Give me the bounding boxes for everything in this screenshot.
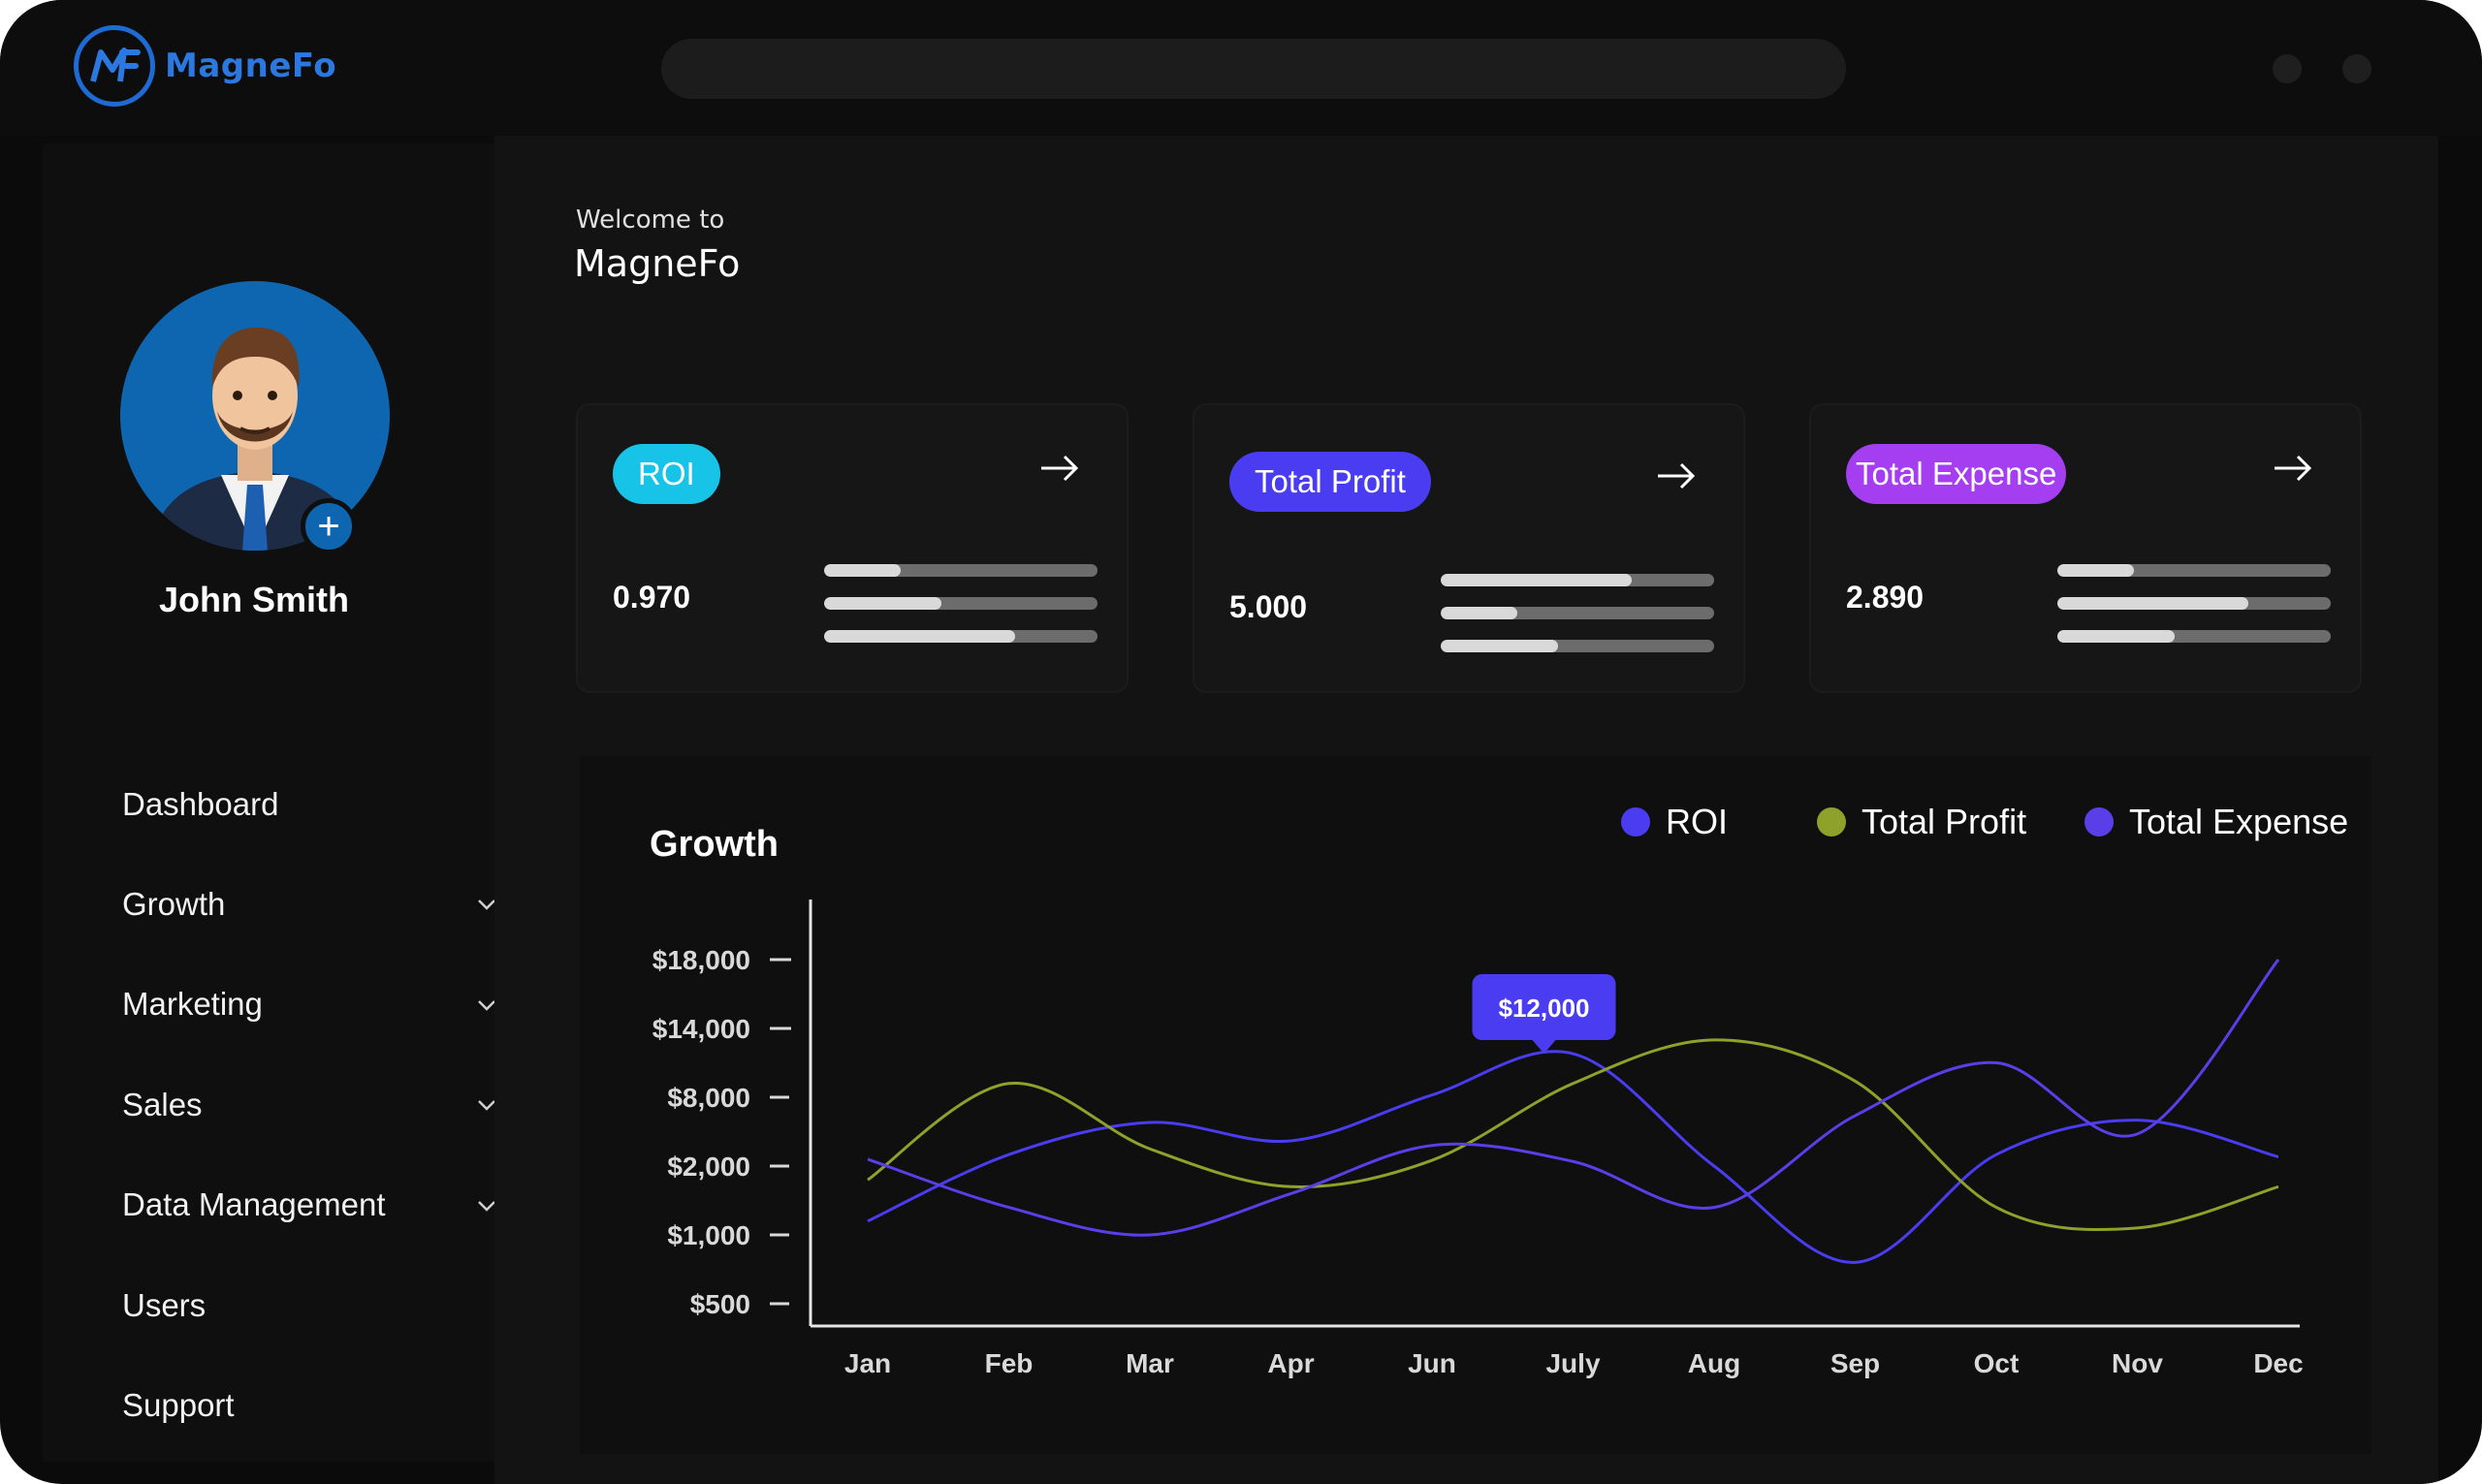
- sidebar-item-marketing[interactable]: Marketing: [43, 955, 527, 1055]
- stat-card-badge: Total Expense: [1846, 444, 2067, 504]
- legend-label: ROI: [1666, 802, 1729, 841]
- sidebar-item-label: Sales: [122, 1086, 203, 1122]
- sidebar-item-dashboard[interactable]: Dashboard: [43, 754, 527, 854]
- welcome-title: MagneFo: [574, 242, 741, 285]
- progress-bar: [2057, 630, 2331, 643]
- chevron-down-icon: [478, 900, 495, 911]
- sidebar-item-support[interactable]: Support: [43, 1355, 527, 1455]
- search-bar[interactable]: [661, 39, 1846, 99]
- window-control-dot[interactable]: [2342, 54, 2371, 83]
- legend-item-roi[interactable]: ROI: [1621, 802, 1728, 842]
- stat-card-roi[interactable]: ROI 0.970: [578, 405, 1127, 691]
- sidebar-item-label: Dashboard: [122, 785, 279, 822]
- sidebar-item-growth[interactable]: Growth: [43, 854, 527, 954]
- progress-bar: [824, 564, 1098, 577]
- sidebar-item-users[interactable]: Users: [43, 1255, 527, 1355]
- growth-chart-panel: [580, 756, 2371, 1454]
- stat-card-total-expense[interactable]: Total Expense 2.890: [1811, 405, 2360, 691]
- logo-text: MagneFo: [165, 47, 337, 85]
- stat-card-bars: [1441, 574, 1714, 673]
- arrow-right-icon[interactable]: [1039, 454, 1080, 483]
- sidebar-item-label: Data Management: [122, 1186, 386, 1223]
- top-bar: MagneFo: [0, 0, 2482, 136]
- progress-bar: [824, 630, 1098, 643]
- stat-card-value: 0.970: [613, 580, 691, 615]
- chart-title: Growth: [650, 824, 779, 865]
- progress-bar: [2057, 597, 2331, 610]
- legend-label: Total Expense: [2129, 802, 2349, 841]
- stat-card-bars: [2057, 564, 2331, 663]
- legend-dot: [1621, 807, 1650, 837]
- sidebar: + John Smith Dashboard Growth Marketing …: [43, 143, 527, 1462]
- legend-dot: [2084, 807, 2114, 837]
- stat-card-total-profit[interactable]: Total Profit 5.000: [1194, 405, 1743, 691]
- sidebar-item-data-management[interactable]: Data Management: [43, 1155, 527, 1255]
- user-name: John Smith: [159, 580, 349, 619]
- welcome-subtitle: Welcome to: [576, 205, 725, 235]
- add-photo-button[interactable]: +: [301, 498, 357, 554]
- stat-card-badge: Total Profit: [1229, 452, 1431, 512]
- sidebar-item-label: Users: [122, 1286, 207, 1323]
- legend-dot: [1817, 807, 1846, 837]
- arrow-right-icon[interactable]: [2273, 454, 2313, 483]
- chevron-down-icon: [478, 1100, 495, 1111]
- progress-bar: [824, 597, 1098, 610]
- sidebar-item-label: Growth: [122, 886, 226, 923]
- sidebar-item-sales[interactable]: Sales: [43, 1055, 527, 1154]
- stat-card-bars: [824, 564, 1098, 663]
- arrow-right-icon[interactable]: [1656, 461, 1697, 490]
- stat-card-value: 5.000: [1229, 589, 1308, 624]
- progress-bar: [2057, 564, 2331, 577]
- sidebar-item-label: Support: [122, 1387, 235, 1424]
- legend-item-total-profit[interactable]: Total Profit: [1817, 802, 2026, 842]
- stat-card-value: 2.890: [1846, 580, 1925, 615]
- window-control-dot[interactable]: [2273, 54, 2302, 83]
- chevron-down-icon: [478, 1200, 495, 1212]
- legend-label: Total Profit: [1862, 802, 2027, 841]
- logo[interactable]: MagneFo: [74, 25, 336, 107]
- sidebar-nav: Dashboard Growth Marketing Sales Data Ma…: [43, 754, 527, 1456]
- logo-mark-icon: [74, 25, 155, 107]
- stat-card-badge: ROI: [613, 444, 720, 504]
- sidebar-item-label: Marketing: [122, 986, 263, 1023]
- chevron-down-icon: [478, 999, 495, 1011]
- progress-bar: [1441, 574, 1714, 586]
- progress-bar: [1441, 607, 1714, 619]
- legend-item-total-expense[interactable]: Total Expense: [2084, 802, 2348, 842]
- progress-bar: [1441, 640, 1714, 652]
